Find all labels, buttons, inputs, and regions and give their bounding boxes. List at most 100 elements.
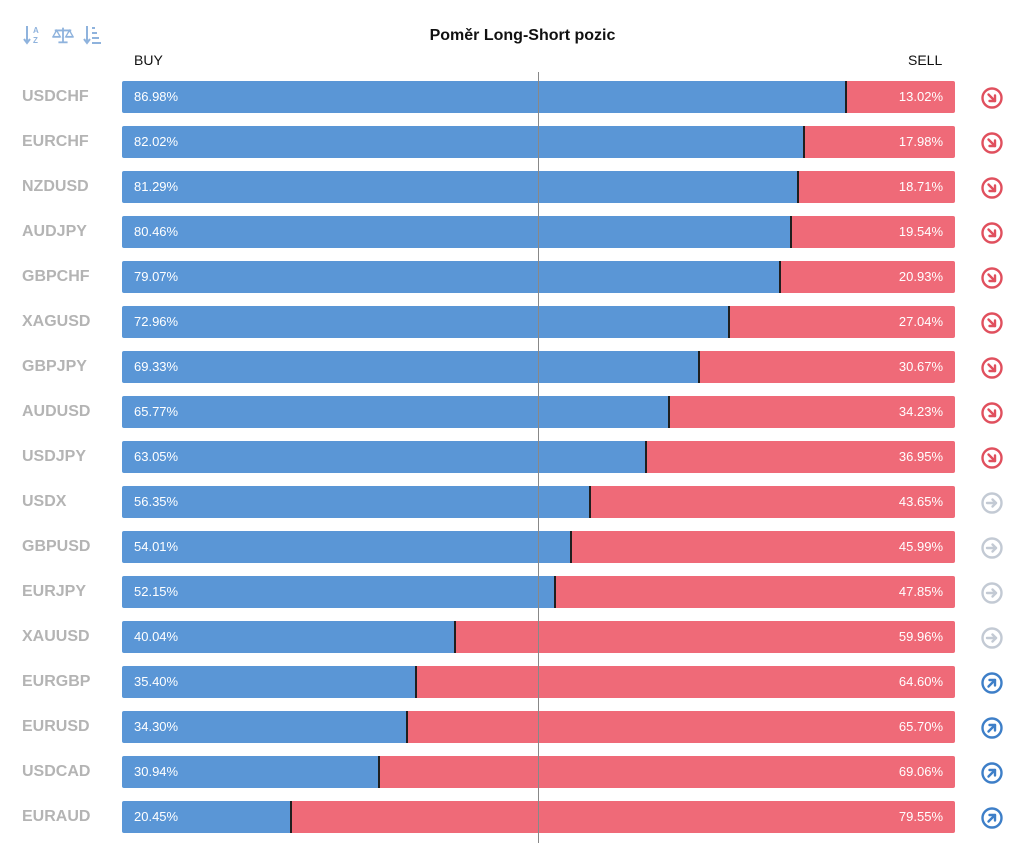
row-audjpy: AUDJPY 80.46% 19.54%	[0, 216, 1027, 248]
trend-down-icon[interactable]	[980, 176, 1004, 200]
sell-segment: 65.70%	[407, 711, 955, 743]
buy-segment: 30.94%	[122, 756, 380, 788]
symbol-label[interactable]: USDJPY	[22, 448, 87, 465]
ratio-bar[interactable]: 69.33% 30.67%	[122, 351, 955, 383]
ratio-bar[interactable]: 20.45% 79.55%	[122, 801, 955, 833]
ratio-bar[interactable]: 82.02% 17.98%	[122, 126, 955, 158]
trend-up-icon[interactable]	[980, 761, 1004, 785]
trend-up-icon[interactable]	[980, 716, 1004, 740]
trend-up-icon[interactable]	[980, 671, 1004, 695]
sell-percent: 36.95%	[898, 449, 943, 464]
symbol-label[interactable]: GBPUSD	[22, 538, 91, 555]
buy-segment: 40.04%	[122, 621, 456, 653]
buy-percent: 20.45%	[134, 809, 179, 824]
buy-segment: 20.45%	[122, 801, 293, 833]
trend-neutral-icon[interactable]	[980, 581, 1004, 605]
sell-segment: 34.23%	[669, 396, 955, 428]
trend-neutral-icon[interactable]	[980, 536, 1004, 560]
sell-percent: 43.65%	[898, 494, 943, 509]
sell-segment: 79.55%	[292, 801, 955, 833]
sell-segment: 19.54%	[792, 216, 955, 248]
trend-neutral-icon[interactable]	[980, 626, 1004, 650]
sell-segment: 30.67%	[699, 351, 955, 383]
trend-down-icon[interactable]	[980, 446, 1004, 470]
ratio-bar[interactable]: 65.77% 34.23%	[122, 396, 955, 428]
buy-percent: 35.40%	[134, 674, 179, 689]
row-usdcad: USDCAD 30.94% 69.06%	[0, 756, 1027, 788]
symbol-label[interactable]: EURCHF	[22, 133, 89, 150]
row-gbpchf: GBPCHF 79.07% 20.93%	[0, 261, 1027, 293]
ratio-bar[interactable]: 56.35% 43.65%	[122, 486, 955, 518]
sell-segment: 45.99%	[571, 531, 955, 563]
sell-segment: 18.71%	[799, 171, 955, 203]
symbol-label[interactable]: GBPCHF	[22, 268, 90, 285]
sort-value-icon[interactable]	[82, 22, 104, 48]
trend-down-icon[interactable]	[980, 86, 1004, 110]
buy-segment: 79.07%	[122, 261, 781, 293]
buy-segment: 69.33%	[122, 351, 700, 383]
ratio-bar[interactable]: 54.01% 45.99%	[122, 531, 955, 563]
trend-down-icon[interactable]	[980, 356, 1004, 380]
ratio-bar[interactable]: 35.40% 64.60%	[122, 666, 955, 698]
sell-percent: 79.55%	[898, 809, 943, 824]
trend-neutral-icon[interactable]	[980, 491, 1004, 515]
buy-header: BUY	[134, 52, 163, 68]
symbol-label[interactable]: XAUUSD	[22, 628, 90, 645]
symbol-label[interactable]: AUDJPY	[22, 223, 87, 240]
sell-header: SELL	[908, 52, 943, 68]
ratio-bar[interactable]: 34.30% 65.70%	[122, 711, 955, 743]
sell-percent: 47.85%	[898, 584, 943, 599]
buy-segment: 34.30%	[122, 711, 408, 743]
sell-segment: 17.98%	[805, 126, 955, 158]
sell-percent: 27.04%	[898, 314, 943, 329]
buy-segment: 52.15%	[122, 576, 557, 608]
symbol-label[interactable]: GBPJPY	[22, 358, 87, 375]
symbol-label[interactable]: EURAUD	[22, 808, 91, 825]
buy-percent: 72.96%	[134, 314, 179, 329]
buy-segment: 81.29%	[122, 171, 800, 203]
row-eurusd: EURUSD 34.30% 65.70%	[0, 711, 1027, 743]
symbol-label[interactable]: EURJPY	[22, 583, 87, 600]
sort-alpha-icon[interactable]: A Z	[22, 22, 44, 48]
svg-text:Z: Z	[33, 36, 38, 45]
symbol-label[interactable]: EURGBP	[22, 673, 91, 690]
symbol-label[interactable]: AUDUSD	[22, 403, 91, 420]
sell-percent: 30.67%	[898, 359, 943, 374]
row-eurjpy: EURJPY 52.15% 47.85%	[0, 576, 1027, 608]
trend-up-icon[interactable]	[980, 806, 1004, 830]
buy-percent: 80.46%	[134, 224, 179, 239]
ratio-bar[interactable]: 72.96% 27.04%	[122, 306, 955, 338]
row-gbpusd: GBPUSD 54.01% 45.99%	[0, 531, 1027, 563]
row-usdchf: USDCHF 86.98% 13.02%	[0, 81, 1027, 113]
symbol-label[interactable]: XAGUSD	[22, 313, 91, 330]
sell-segment: 59.96%	[455, 621, 955, 653]
ratio-bar[interactable]: 30.94% 69.06%	[122, 756, 955, 788]
symbol-label[interactable]: NZDUSD	[22, 178, 89, 195]
sell-percent: 34.23%	[898, 404, 943, 419]
row-gbpjpy: GBPJPY 69.33% 30.67%	[0, 351, 1027, 383]
ratio-bar[interactable]: 80.46% 19.54%	[122, 216, 955, 248]
row-euraud: EURAUD 20.45% 79.55%	[0, 801, 1027, 833]
symbol-label[interactable]: EURUSD	[22, 718, 90, 735]
ratio-bar[interactable]: 81.29% 18.71%	[122, 171, 955, 203]
sell-percent: 65.70%	[898, 719, 943, 734]
svg-text:A: A	[33, 26, 39, 35]
ratio-bar[interactable]: 86.98% 13.02%	[122, 81, 955, 113]
sell-percent: 64.60%	[898, 674, 943, 689]
trend-down-icon[interactable]	[980, 311, 1004, 335]
symbol-label[interactable]: USDX	[22, 493, 67, 510]
sell-percent: 69.06%	[898, 764, 943, 779]
trend-down-icon[interactable]	[980, 131, 1004, 155]
ratio-bar[interactable]: 63.05% 36.95%	[122, 441, 955, 473]
symbol-label[interactable]: USDCAD	[22, 763, 91, 780]
trend-down-icon[interactable]	[980, 266, 1004, 290]
symbol-label[interactable]: USDCHF	[22, 88, 89, 105]
balance-icon[interactable]	[52, 22, 74, 48]
ratio-bar[interactable]: 79.07% 20.93%	[122, 261, 955, 293]
sell-segment: 47.85%	[556, 576, 955, 608]
ratio-bar[interactable]: 52.15% 47.85%	[122, 576, 955, 608]
trend-down-icon[interactable]	[980, 221, 1004, 245]
trend-down-icon[interactable]	[980, 401, 1004, 425]
buy-segment: 80.46%	[122, 216, 793, 248]
sell-segment: 13.02%	[846, 81, 955, 113]
